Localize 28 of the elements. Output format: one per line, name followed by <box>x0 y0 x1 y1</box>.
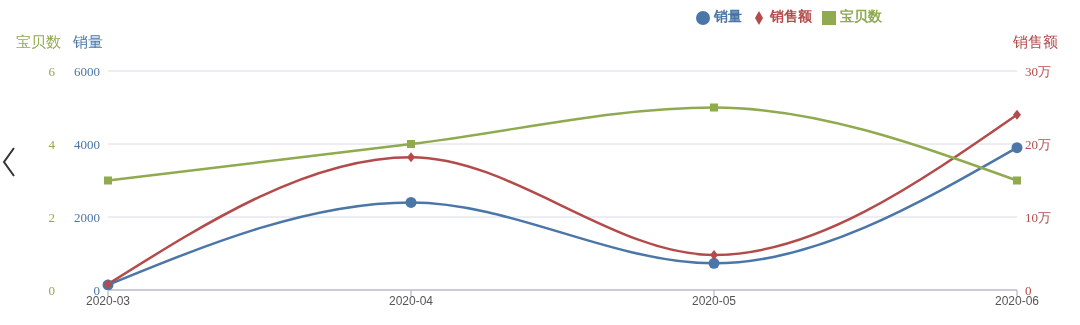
y-tick-label: 4000 <box>74 136 100 152</box>
y2-axis-title: 销售额 <box>1012 34 1058 50</box>
y3-tick-label: 4 <box>48 136 56 152</box>
point <box>405 196 417 208</box>
point <box>407 152 415 163</box>
y2-tick-label: 10万 <box>1025 209 1051 225</box>
y3-tick-label: 6 <box>48 63 56 79</box>
y2-tick-label: 30万 <box>1025 63 1051 79</box>
point <box>1013 109 1021 120</box>
point <box>104 176 112 185</box>
point <box>710 103 718 112</box>
x-tick-label: 2020-05 <box>691 293 737 308</box>
y-axis-title: 销量 <box>71 34 103 50</box>
y3-tick-label: 2 <box>48 209 55 225</box>
point <box>708 257 720 269</box>
point <box>710 249 718 260</box>
y-tick-label: 2000 <box>74 209 100 225</box>
y-tick-label: 6000 <box>74 63 100 79</box>
point <box>1013 176 1021 185</box>
legend-label: 宝贝数 <box>840 9 882 24</box>
y2-tick-label: 20万 <box>1025 136 1051 152</box>
point <box>407 140 415 148</box>
y3-tick-label: 0 <box>48 282 55 298</box>
y3-axis-title: 宝贝数 <box>15 34 61 50</box>
x-tick-label: 2020-04 <box>388 293 434 308</box>
legend-label: 销量 <box>714 9 742 24</box>
point <box>1011 142 1023 154</box>
legend-label: 销售额 <box>770 9 812 24</box>
